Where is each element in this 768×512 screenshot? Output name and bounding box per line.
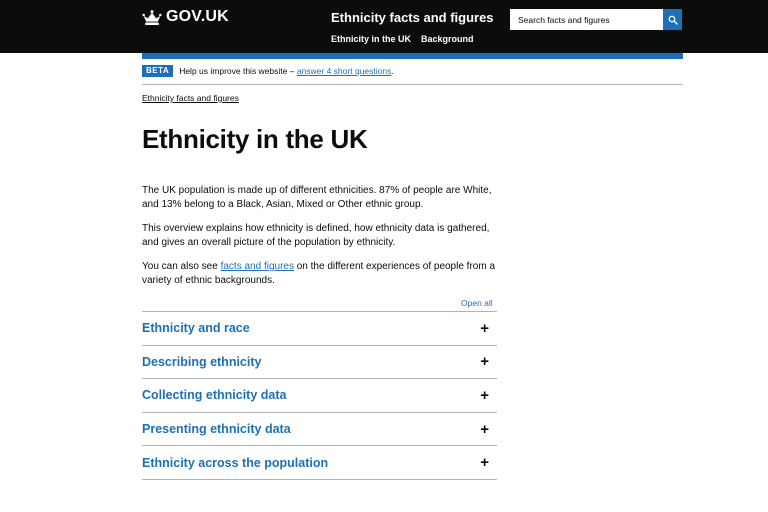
breadcrumb-link-home[interactable]: Ethnicity facts and figures bbox=[142, 93, 239, 103]
accordion-heading: Presenting ethnicity data bbox=[142, 422, 291, 437]
site-header: GOV.UK Ethnicity facts and figures Ethni… bbox=[0, 0, 768, 53]
plus-icon: + bbox=[480, 420, 489, 438]
p3-text-end: on the different experiences of people f… bbox=[142, 261, 496, 286]
accordion-heading: Ethnicity and race bbox=[142, 321, 250, 336]
logo-text: GOV.UK bbox=[166, 8, 229, 25]
search-button[interactable] bbox=[663, 9, 682, 30]
breadcrumb: Ethnicity facts and figures bbox=[142, 93, 239, 103]
facts-and-figures-link[interactable]: facts and figures bbox=[220, 261, 294, 272]
page-title: Ethnicity in the UK bbox=[142, 124, 368, 154]
nav-ethnicity-in-the-uk[interactable]: Ethnicity in the UK bbox=[331, 34, 412, 44]
intro-paragraph-2: This overview explains how ethnicity is … bbox=[142, 223, 490, 248]
govuk-logo-link[interactable]: GOV.UK bbox=[142, 8, 229, 26]
crown-icon bbox=[142, 9, 162, 25]
accordion-heading: Collecting ethnicity data bbox=[142, 388, 287, 403]
header-nav: Ethnicity in the UK Background bbox=[331, 34, 474, 44]
plus-icon: + bbox=[480, 319, 489, 337]
beta-text-end: . bbox=[391, 66, 394, 76]
beta-tag: BETA bbox=[142, 65, 174, 77]
beta-banner: BETA Help us improve this website – answ… bbox=[142, 65, 683, 85]
search-form bbox=[510, 9, 682, 30]
plus-icon: + bbox=[480, 386, 489, 404]
accordion-item-describing-ethnicity[interactable]: Describing ethnicity + bbox=[142, 346, 497, 380]
beta-message: Help us improve this website – answer 4 … bbox=[179, 65, 394, 78]
accordion-item-collecting-ethnicity-data[interactable]: Collecting ethnicity data + bbox=[142, 379, 497, 413]
service-name-link[interactable]: Ethnicity facts and figures bbox=[331, 10, 494, 25]
plus-icon: + bbox=[480, 454, 489, 472]
accordion: Ethnicity and race + Describing ethnicit… bbox=[142, 311, 497, 480]
accordion-item-ethnicity-and-race[interactable]: Ethnicity and race + bbox=[142, 312, 497, 346]
search-input[interactable] bbox=[510, 9, 663, 30]
plus-icon: + bbox=[480, 353, 489, 371]
feedback-link[interactable]: answer 4 short questions bbox=[296, 66, 392, 76]
p3-text-start: You can also see bbox=[142, 261, 221, 272]
nav-background[interactable]: Background bbox=[421, 34, 474, 44]
beta-text: Help us improve this website – bbox=[179, 66, 297, 76]
header-blue-bar bbox=[142, 53, 683, 59]
open-all-button[interactable]: Open all bbox=[461, 298, 493, 308]
accordion-heading: Describing ethnicity bbox=[142, 354, 262, 369]
accordion-item-presenting-ethnicity-data[interactable]: Presenting ethnicity data + bbox=[142, 413, 497, 447]
intro-paragraph-3: You can also see facts and figures on th… bbox=[142, 260, 502, 287]
intro-paragraph-1: The UK population is made up of differen… bbox=[142, 185, 492, 210]
search-icon bbox=[668, 15, 678, 25]
accordion-heading: Ethnicity across the population bbox=[142, 455, 329, 470]
accordion-item-ethnicity-across-the-population[interactable]: Ethnicity across the population + bbox=[142, 446, 497, 480]
